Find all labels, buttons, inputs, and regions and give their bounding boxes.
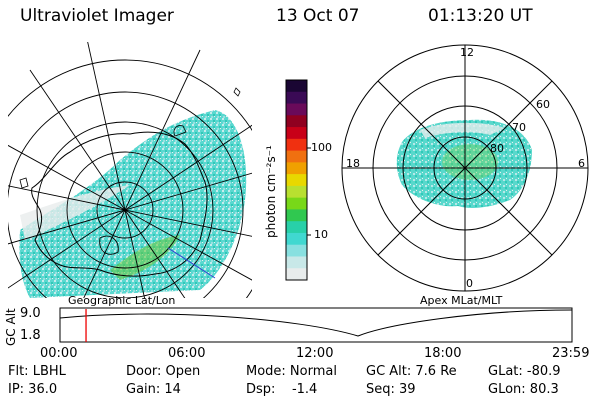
colorbar-band xyxy=(286,197,307,210)
mlt-label-18: 18 xyxy=(346,157,360,170)
colorbar-band xyxy=(286,91,307,105)
colorbar-band xyxy=(286,221,307,234)
mlat-label-70: 70 xyxy=(512,121,526,134)
colorbar-band xyxy=(286,256,307,269)
colorbar-band xyxy=(286,232,307,246)
gc-alt-readout: GC Alt: 7.6 Re xyxy=(366,364,457,379)
colorbar-band xyxy=(286,174,307,187)
colorbar-band xyxy=(286,162,307,175)
colorbar-unit-label: photon cm⁻²s⁻¹ xyxy=(264,145,278,238)
mode-readout: Mode: Normal xyxy=(246,364,337,379)
colorbar-band xyxy=(286,127,307,140)
time-tick-1800: 18:00 xyxy=(424,346,462,361)
mlat-label-60: 60 xyxy=(536,98,550,111)
colorbar-band xyxy=(286,268,307,281)
instrument-title: Ultraviolet Imager xyxy=(20,6,174,26)
altitude-tick-low: 1.8 xyxy=(20,328,41,343)
left-map-caption: Geographic Lat/Lon xyxy=(68,294,176,307)
gain-readout: Gain: 14 xyxy=(126,382,181,397)
left-aurora-emission xyxy=(19,110,247,298)
right-map-caption: Apex MLat/MLT xyxy=(420,294,503,307)
colorbar-band xyxy=(286,150,307,163)
colorbar-band xyxy=(286,80,307,93)
door-readout: Door: Open xyxy=(126,364,201,379)
colorbar-band xyxy=(286,244,307,257)
observation-date: 13 Oct 07 xyxy=(276,6,360,26)
geographic-map xyxy=(8,42,252,298)
time-tick-0600: 06:00 xyxy=(168,346,206,361)
mlt-label-12: 12 xyxy=(460,46,474,59)
colorbar-tick-100: 100 xyxy=(311,141,332,154)
altitude-plot xyxy=(59,307,573,343)
time-tick-0000: 00:00 xyxy=(40,346,78,361)
colorbar-tick-10: 10 xyxy=(314,228,328,241)
glat-readout: GLat: -80.9 xyxy=(488,364,561,379)
glon-readout: GLon: 80.3 xyxy=(488,382,559,397)
altitude-tick-high: 9.0 xyxy=(20,306,41,321)
colorbar-band xyxy=(286,103,307,116)
time-tick-1200: 12:00 xyxy=(296,346,334,361)
seq-readout: Seq: 39 xyxy=(366,382,416,397)
altitude-curve xyxy=(59,309,573,337)
time-tick-2359: 23:59 xyxy=(552,346,590,361)
observation-time: 01:13:20 UT xyxy=(428,6,533,26)
dsp-readout: Dsp: -1.4 xyxy=(246,382,318,397)
mlat-label-80: 80 xyxy=(490,142,504,155)
colorbar-band xyxy=(286,115,307,128)
ip-readout: IP: 36.0 xyxy=(8,382,58,397)
colorbar-band xyxy=(286,138,307,152)
colorbar-band xyxy=(286,185,307,199)
right-aurora-oval xyxy=(396,119,532,208)
colorbar xyxy=(285,79,311,281)
mlt-label-6: 6 xyxy=(578,157,585,170)
altitude-axis-label: GC Alt xyxy=(4,308,18,346)
magnetic-polar-plot xyxy=(341,44,589,292)
mlt-label-0: 0 xyxy=(466,277,473,290)
filter-readout: Flt: LBHL xyxy=(8,364,66,379)
colorbar-band xyxy=(286,209,307,222)
antarctica-coastline xyxy=(31,131,208,277)
